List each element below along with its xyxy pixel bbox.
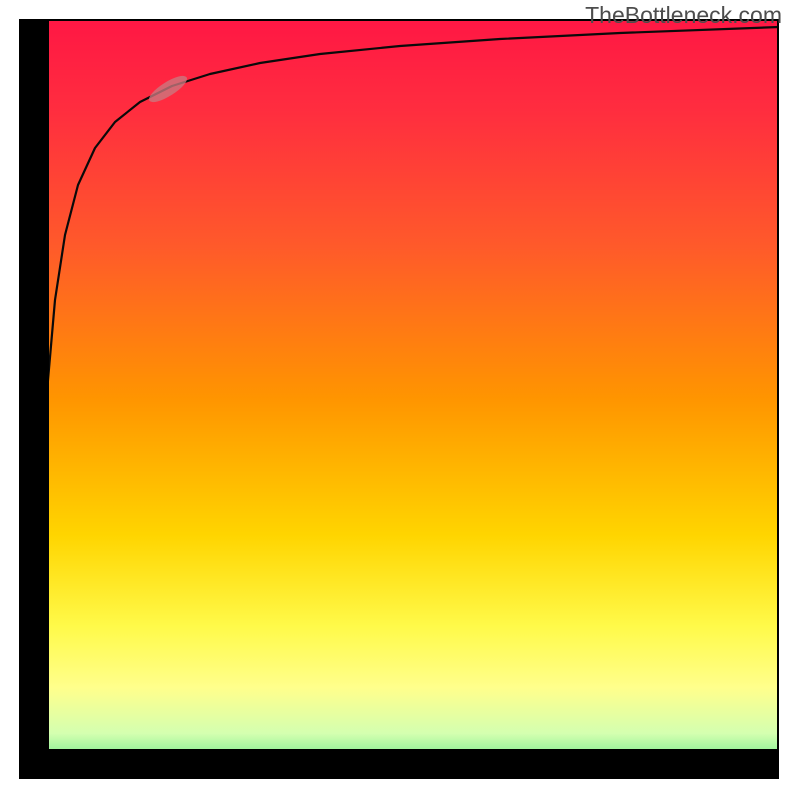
x-axis-band (19, 749, 779, 779)
y-axis-band (19, 19, 49, 779)
highlight-marker-shape (146, 71, 191, 106)
plot-area (19, 19, 779, 779)
watermark-text: TheBottleneck.com (585, 2, 782, 29)
bottleneck-curve (19, 19, 779, 779)
highlight-marker (128, 49, 208, 129)
